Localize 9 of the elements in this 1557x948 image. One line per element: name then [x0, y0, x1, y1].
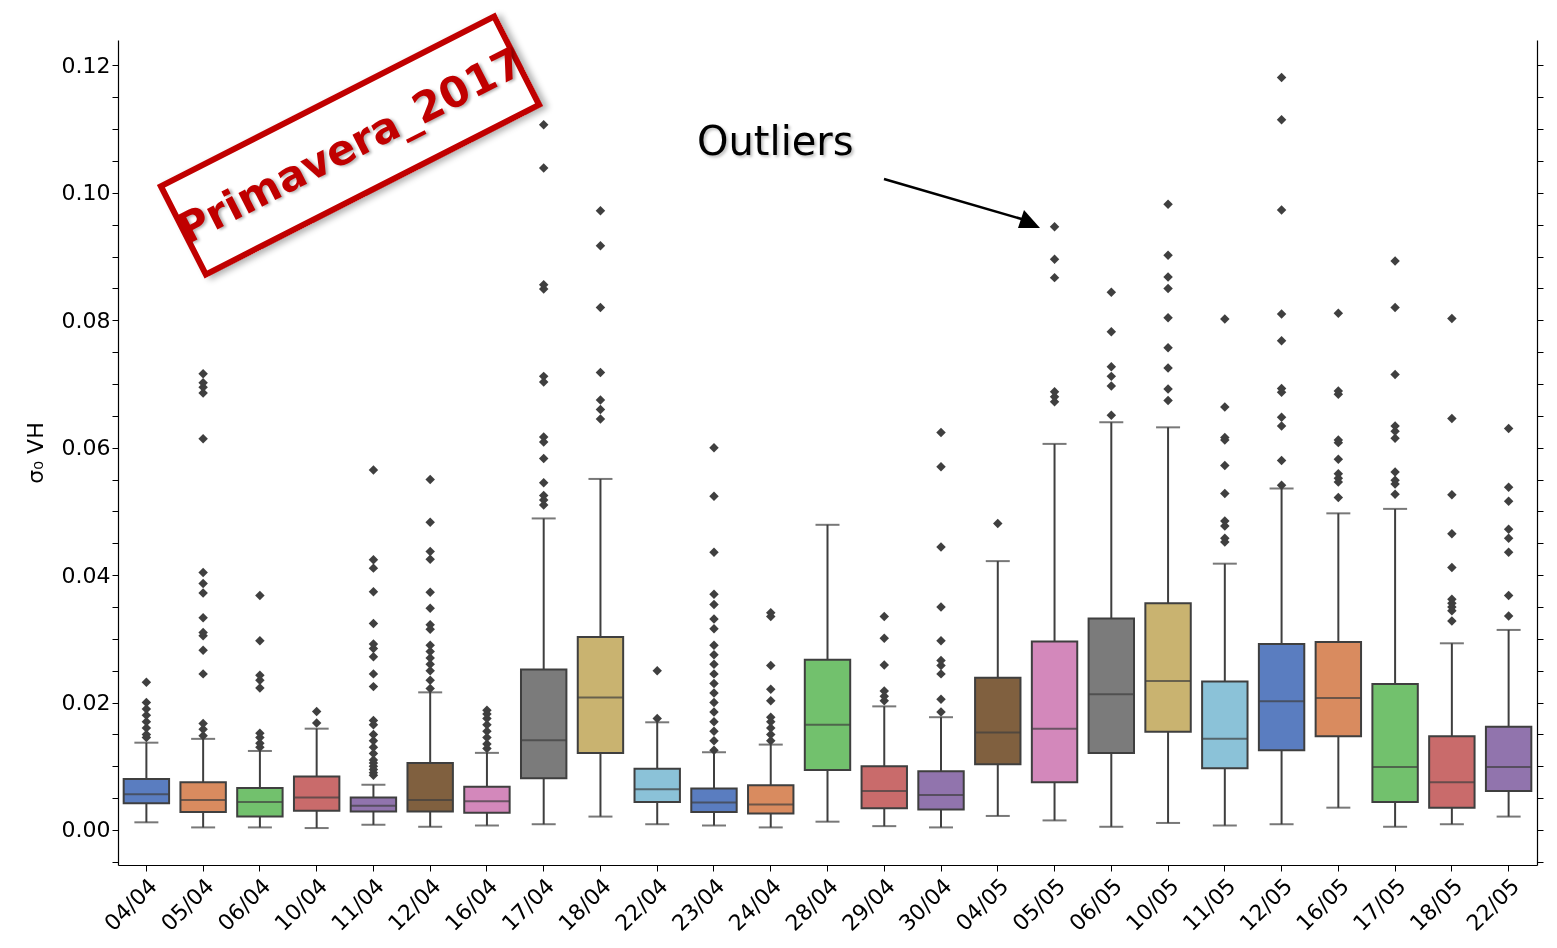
y-axis-title: σ₀ VH — [22, 422, 48, 484]
y-tick-label: 0.06 — [61, 435, 111, 461]
y-tick-label: 0.12 — [61, 52, 111, 78]
y-tick-label: 0.08 — [61, 307, 111, 333]
y-tick-label: 0.04 — [61, 562, 111, 588]
text: 0.00 — [61, 817, 111, 843]
y-tick-label: 0.02 — [61, 690, 111, 716]
annotation: Outliers — [697, 118, 854, 164]
y-tick-label: 0.10 — [61, 180, 111, 206]
